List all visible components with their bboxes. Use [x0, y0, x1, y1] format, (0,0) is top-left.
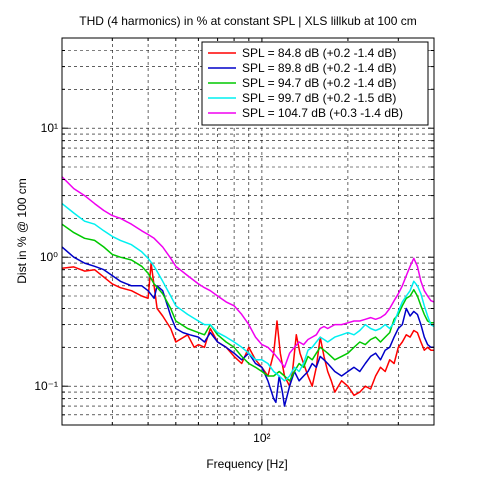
chart-title: THD (4 harmonics) in % at constant SPL |…: [79, 14, 416, 28]
legend: SPL = 84.8 dB (+0.2 -1.4 dB)SPL = 89.8 d…: [201, 41, 429, 126]
legend-box: [201, 41, 429, 126]
legend-entry: SPL = 89.8 dB (+0.2 -1.4 dB): [242, 61, 396, 75]
ticks: 10² 10⁻¹ 10⁰ 10¹: [34, 38, 434, 445]
y-tick-label: 10¹: [41, 121, 58, 135]
series-line-5: [62, 176, 434, 369]
series-group: [62, 176, 434, 407]
y-axis-label: Dist in % @ 100 cm: [15, 178, 29, 284]
legend-entry: SPL = 94.7 dB (+0.2 -1.4 dB): [242, 76, 396, 90]
x-axis-label: Frequency [Hz]: [206, 457, 287, 471]
series-line-4: [62, 203, 434, 382]
y-tick-label: 10⁰: [40, 250, 58, 264]
legend-entry: SPL = 84.8 dB (+0.2 -1.4 dB): [242, 46, 396, 60]
y-tick-label: 10⁻¹: [34, 379, 58, 393]
axes-frame: [61, 37, 435, 426]
x-tick-label: 10²: [253, 431, 270, 445]
legend-entry: SPL = 99.7 dB (+0.2 -1.5 dB): [242, 91, 396, 105]
legend-entry: SPL = 104.7 dB (+0.3 -1.4 dB): [242, 106, 403, 120]
